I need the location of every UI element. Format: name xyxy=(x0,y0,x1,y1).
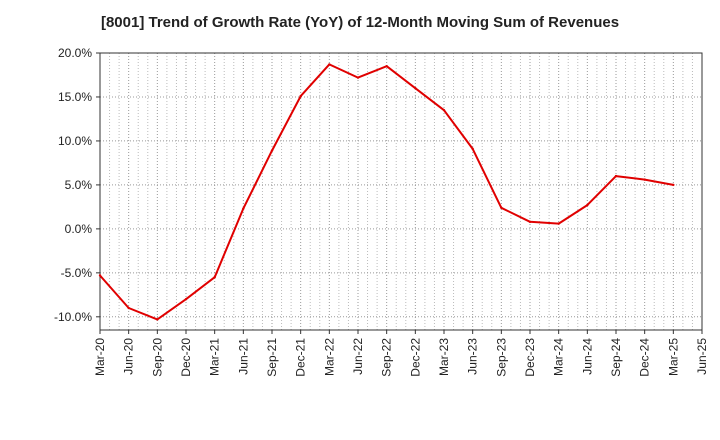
data-point xyxy=(385,64,388,68)
x-tick-label: Mar-21 xyxy=(208,338,222,376)
x-tick-label: Jun-25 xyxy=(695,338,709,375)
data-point xyxy=(528,220,532,224)
y-tick-label: 15.0% xyxy=(58,90,92,104)
x-tick-label: Jun-21 xyxy=(236,338,250,375)
x-tick-label: Mar-20 xyxy=(93,338,107,376)
x-tick-label: Sep-24 xyxy=(609,338,623,377)
data-point xyxy=(98,274,102,277)
x-tick-label: Jun-20 xyxy=(122,338,136,375)
x-tick-label: Jun-22 xyxy=(351,338,365,375)
data-point xyxy=(586,203,589,207)
x-tick-label: Sep-23 xyxy=(494,338,508,377)
data-point xyxy=(242,207,245,210)
data-point xyxy=(299,94,302,98)
data-point xyxy=(184,298,188,301)
x-tick-label: Mar-24 xyxy=(552,338,566,376)
data-point xyxy=(270,149,274,152)
x-tick-label: Jun-24 xyxy=(580,338,594,375)
data-point xyxy=(414,86,417,90)
data-point xyxy=(356,76,360,79)
data-point xyxy=(643,178,646,181)
x-tick-label: Mar-23 xyxy=(437,338,451,376)
data-point xyxy=(328,63,331,66)
y-tick-label: 20.0% xyxy=(58,46,92,60)
x-tick-label: Dec-21 xyxy=(294,338,308,377)
plot-frame xyxy=(99,52,703,331)
x-tick-label: Sep-20 xyxy=(150,338,164,377)
x-tick-label: Dec-24 xyxy=(638,338,652,377)
chart-title: [8001] Trend of Growth Rate (YoY) of 12-… xyxy=(100,14,620,31)
data-point xyxy=(614,174,618,178)
x-tick-label: Mar-25 xyxy=(666,338,680,376)
x-tick-label: Jun-23 xyxy=(466,338,480,375)
data-point xyxy=(471,147,474,151)
data-point xyxy=(672,183,675,187)
y-tick-label: 5.0% xyxy=(65,178,93,192)
x-tick-label: Sep-22 xyxy=(380,338,394,377)
x-tick-label: Mar-22 xyxy=(322,338,336,376)
data-point xyxy=(127,306,130,310)
data-point xyxy=(156,318,159,321)
data-point xyxy=(442,108,446,112)
data-point xyxy=(500,206,503,209)
data-point xyxy=(557,222,560,225)
y-tick-label: -10.0% xyxy=(54,310,92,324)
x-tick-label: Dec-23 xyxy=(523,338,537,377)
y-tick-label: 0.0% xyxy=(65,222,93,236)
x-tick-label: Sep-21 xyxy=(265,338,279,377)
y-tick-label: 10.0% xyxy=(58,134,92,148)
y-tick-label: -5.0% xyxy=(61,266,93,280)
data-point xyxy=(213,276,216,279)
x-tick-label: Dec-22 xyxy=(408,338,422,377)
x-tick-label: Dec-20 xyxy=(179,338,193,377)
